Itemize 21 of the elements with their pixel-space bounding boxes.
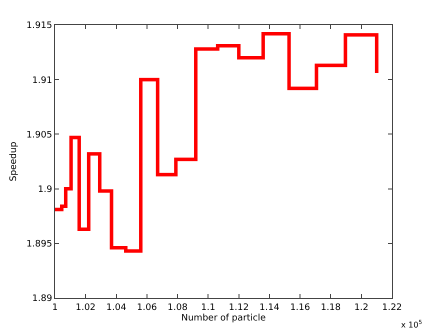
y-tick-label: 1.89 [32,294,52,304]
x-tick-label: 1.1 [201,302,216,313]
x-tick-label: 1.14 [259,302,280,313]
y-tick-label: 1.895 [26,240,52,250]
x-tick-label: 1.08 [168,302,188,313]
x-tick-label: 1.06 [136,302,158,313]
y-tick-label: 1.91 [32,76,52,86]
x-tick-label: 1.16 [290,302,310,313]
x-tick-label: 1.18 [320,302,342,313]
x-tick-label: 1 [52,302,58,313]
x-tick-label: 1.22 [382,302,402,313]
text: x 10$^{5}$ [401,319,422,330]
y-tick-label: 1.905 [26,130,52,140]
y-axis-title: Speedup [8,141,19,182]
x-tick-label: 1.02 [76,302,96,313]
y-tick-label: 1.9 [38,184,52,195]
x-axis-title: Number of particle [181,314,266,324]
x-tick-label: 1.12 [228,302,249,313]
y-tick-label: 1.915 [26,21,52,32]
x-tick-label: 1.2 [354,302,369,313]
x-tick-label: 1.04 [106,302,127,313]
